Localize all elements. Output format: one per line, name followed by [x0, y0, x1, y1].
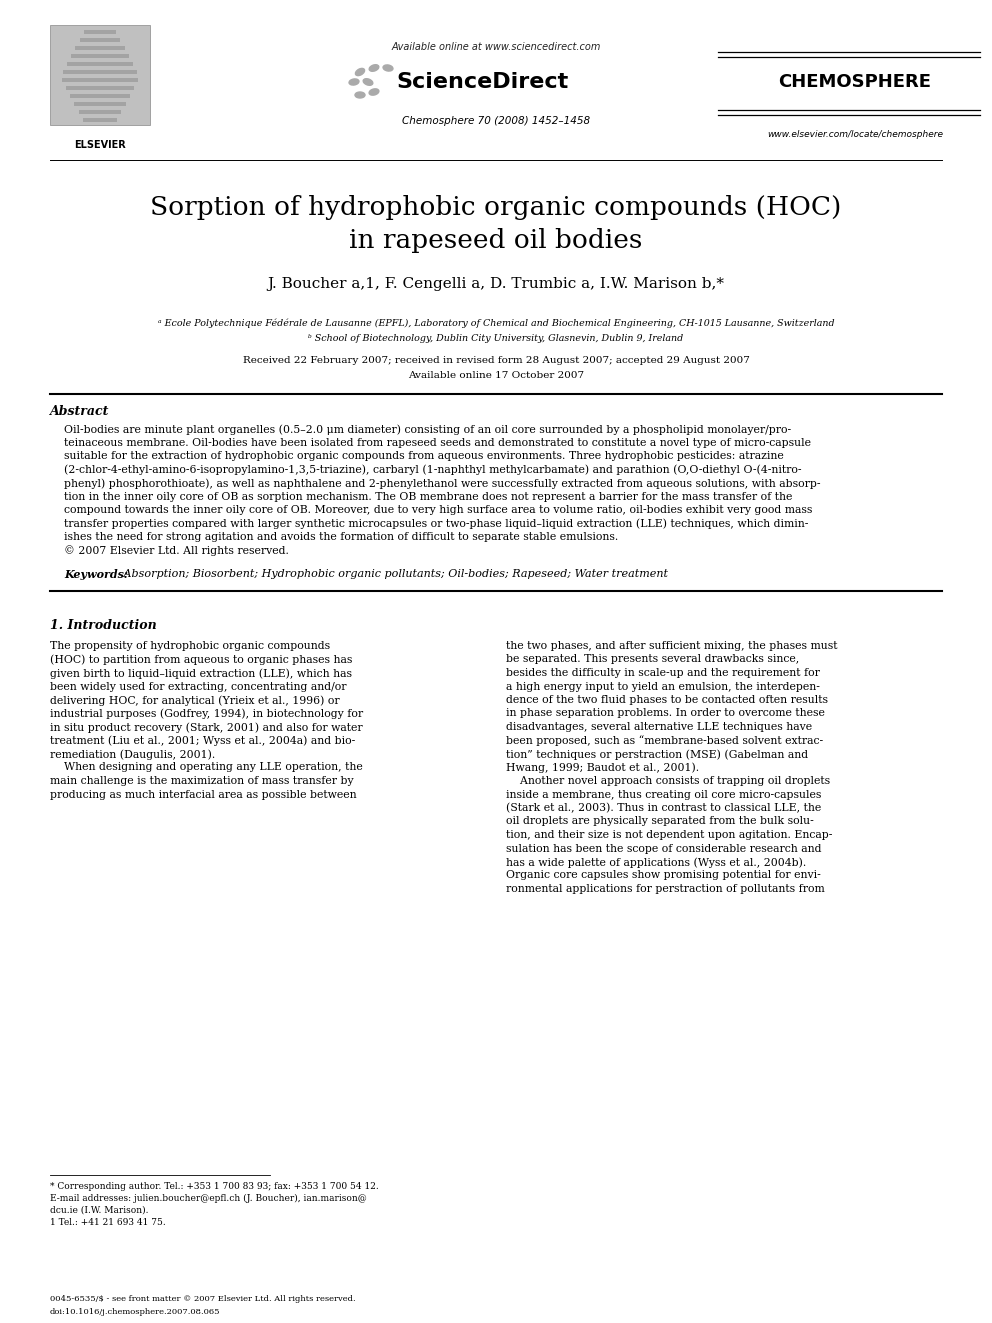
- Text: Received 22 February 2007; received in revised form 28 August 2007; accepted 29 : Received 22 February 2007; received in r…: [243, 356, 749, 365]
- Text: Sorption of hydrophobic organic compounds (HOC): Sorption of hydrophobic organic compound…: [151, 194, 841, 220]
- Text: 1. Introduction: 1. Introduction: [50, 619, 157, 632]
- Text: E-mail addresses: julien.boucher@epfl.ch (J. Boucher), ian.marison@: E-mail addresses: julien.boucher@epfl.ch…: [50, 1193, 367, 1203]
- Text: been proposed, such as “membrane-based solvent extrac-: been proposed, such as “membrane-based s…: [506, 736, 823, 746]
- Text: (HOC) to partition from aqueous to organic phases has: (HOC) to partition from aqueous to organ…: [50, 655, 352, 665]
- Bar: [84, 30, 116, 34]
- Bar: [71, 54, 129, 58]
- Ellipse shape: [363, 78, 373, 85]
- Text: inside a membrane, thus creating oil core micro-capsules: inside a membrane, thus creating oil cor…: [506, 790, 821, 799]
- Bar: [74, 102, 126, 106]
- Text: the two phases, and after sufficient mixing, the phases must: the two phases, and after sufficient mix…: [506, 642, 837, 651]
- Text: has a wide palette of applications (Wyss et al., 2004b).: has a wide palette of applications (Wyss…: [506, 857, 806, 868]
- Text: disadvantages, several alternative LLE techniques have: disadvantages, several alternative LLE t…: [506, 722, 812, 732]
- Text: dcu.ie (I.W. Marison).: dcu.ie (I.W. Marison).: [50, 1207, 149, 1215]
- Text: treatment (Liu et al., 2001; Wyss et al., 2004a) and bio-: treatment (Liu et al., 2001; Wyss et al.…: [50, 736, 355, 746]
- Text: in phase separation problems. In order to overcome these: in phase separation problems. In order t…: [506, 709, 825, 718]
- Text: besides the difficulty in scale-up and the requirement for: besides the difficulty in scale-up and t…: [506, 668, 819, 677]
- Text: Another novel approach consists of trapping oil droplets: Another novel approach consists of trapp…: [506, 777, 830, 786]
- Text: Abstract: Abstract: [50, 405, 109, 418]
- Text: ScienceDirect: ScienceDirect: [396, 71, 568, 93]
- Bar: [79, 38, 120, 42]
- Bar: [66, 62, 133, 66]
- Text: oil droplets are physically separated from the bulk solu-: oil droplets are physically separated fr…: [506, 816, 813, 827]
- Text: Keywords:: Keywords:: [64, 569, 128, 579]
- Bar: [70, 94, 130, 98]
- Text: 0045-6535/$ - see front matter © 2007 Elsevier Ltd. All rights reserved.: 0045-6535/$ - see front matter © 2007 El…: [50, 1295, 355, 1303]
- Text: been widely used for extracting, concentrating and/or: been widely used for extracting, concent…: [50, 681, 346, 692]
- Text: industrial purposes (Godfrey, 1994), in biotechnology for: industrial purposes (Godfrey, 1994), in …: [50, 709, 363, 720]
- Text: * Corresponding author. Tel.: +353 1 700 83 93; fax: +353 1 700 54 12.: * Corresponding author. Tel.: +353 1 700…: [50, 1181, 379, 1191]
- Text: delivering HOC, for analytical (Yrieix et al., 1996) or: delivering HOC, for analytical (Yrieix e…: [50, 695, 339, 705]
- Bar: [78, 110, 121, 114]
- Bar: [83, 118, 117, 122]
- Text: www.elsevier.com/locate/chemosphere: www.elsevier.com/locate/chemosphere: [767, 130, 943, 139]
- Text: ᵃ Ecole Polytechnique Fédérale de Lausanne (EPFL), Laboratory of Chemical and Bi: ᵃ Ecole Polytechnique Fédérale de Lausan…: [158, 318, 834, 328]
- Text: suitable for the extraction of hydrophobic organic compounds from aqueous enviro: suitable for the extraction of hydrophob…: [64, 451, 784, 460]
- Text: ishes the need for strong agitation and avoids the formation of difficult to sep: ishes the need for strong agitation and …: [64, 532, 618, 542]
- Bar: [50, 25, 150, 124]
- Text: 1 Tel.: +41 21 693 41 75.: 1 Tel.: +41 21 693 41 75.: [50, 1218, 166, 1226]
- Text: given birth to liquid–liquid extraction (LLE), which has: given birth to liquid–liquid extraction …: [50, 668, 352, 679]
- Text: Organic core capsules show promising potential for envi-: Organic core capsules show promising pot…: [506, 871, 820, 881]
- Text: The propensity of hydrophobic organic compounds: The propensity of hydrophobic organic co…: [50, 642, 330, 651]
- Text: tion, and their size is not dependent upon agitation. Encap-: tion, and their size is not dependent up…: [506, 830, 832, 840]
- Bar: [62, 70, 137, 74]
- Text: remediation (Daugulis, 2001).: remediation (Daugulis, 2001).: [50, 749, 215, 759]
- Bar: [75, 46, 125, 50]
- Ellipse shape: [349, 79, 359, 85]
- Text: producing as much interfacial area as possible between: producing as much interfacial area as po…: [50, 790, 357, 799]
- Ellipse shape: [369, 65, 379, 71]
- Text: ELSEVIER: ELSEVIER: [74, 140, 126, 149]
- Ellipse shape: [355, 93, 365, 98]
- Text: phenyl) phosphorothioate), as well as naphthalene and 2-phenylethanol were succe: phenyl) phosphorothioate), as well as na…: [64, 478, 820, 488]
- Text: When designing and operating any LLE operation, the: When designing and operating any LLE ope…: [50, 762, 363, 773]
- Text: (2-chlor-4-ethyl-amino-6-isopropylamino-1,3,5-triazine), carbaryl (1-naphthyl me: (2-chlor-4-ethyl-amino-6-isopropylamino-…: [64, 464, 802, 475]
- Text: dence of the two fluid phases to be contacted often results: dence of the two fluid phases to be cont…: [506, 695, 828, 705]
- Text: Available online at www.sciencedirect.com: Available online at www.sciencedirect.co…: [391, 42, 601, 52]
- Text: in rapeseed oil bodies: in rapeseed oil bodies: [349, 228, 643, 253]
- Text: CHEMOSPHERE: CHEMOSPHERE: [779, 73, 931, 91]
- Text: (Stark et al., 2003). Thus in contrast to classical LLE, the: (Stark et al., 2003). Thus in contrast t…: [506, 803, 821, 814]
- Text: Chemosphere 70 (2008) 1452–1458: Chemosphere 70 (2008) 1452–1458: [402, 116, 590, 126]
- Text: transfer properties compared with larger synthetic microcapsules or two-phase li: transfer properties compared with larger…: [64, 519, 808, 529]
- Text: tion in the inner oily core of OB as sorption mechanism. The OB membrane does no: tion in the inner oily core of OB as sor…: [64, 492, 793, 501]
- Text: tion” techniques or perstraction (MSE) (Gabelman and: tion” techniques or perstraction (MSE) (…: [506, 749, 808, 759]
- Text: Hwang, 1999; Baudot et al., 2001).: Hwang, 1999; Baudot et al., 2001).: [506, 762, 699, 773]
- Text: Absorption; Biosorbent; Hydrophobic organic pollutants; Oil-bodies; Rapeseed; Wa: Absorption; Biosorbent; Hydrophobic orga…: [120, 569, 668, 579]
- Ellipse shape: [355, 69, 365, 75]
- Text: teinaceous membrane. Oil-bodies have been isolated from rapeseed seeds and demon: teinaceous membrane. Oil-bodies have bee…: [64, 438, 811, 447]
- Text: be separated. This presents several drawbacks since,: be separated. This presents several draw…: [506, 655, 800, 664]
- Bar: [65, 86, 134, 90]
- Text: sulation has been the scope of considerable research and: sulation has been the scope of considera…: [506, 844, 821, 853]
- Bar: [62, 78, 139, 82]
- Text: Available online 17 October 2007: Available online 17 October 2007: [408, 370, 584, 380]
- Text: compound towards the inner oily core of OB. Moreover, due to very high surface a: compound towards the inner oily core of …: [64, 505, 812, 515]
- Ellipse shape: [369, 89, 379, 95]
- Text: in situ product recovery (Stark, 2001) and also for water: in situ product recovery (Stark, 2001) a…: [50, 722, 363, 733]
- Ellipse shape: [383, 65, 393, 71]
- Text: doi:10.1016/j.chemosphere.2007.08.065: doi:10.1016/j.chemosphere.2007.08.065: [50, 1308, 220, 1316]
- Text: J. Boucher a,1, F. Cengelli a, D. Trumbic a, I.W. Marison b,*: J. Boucher a,1, F. Cengelli a, D. Trumbi…: [268, 277, 724, 291]
- Text: © 2007 Elsevier Ltd. All rights reserved.: © 2007 Elsevier Ltd. All rights reserved…: [64, 545, 289, 556]
- Text: Oil-bodies are minute plant organelles (0.5–2.0 μm diameter) consisting of an oi: Oil-bodies are minute plant organelles (…: [64, 423, 792, 434]
- Text: a high energy input to yield an emulsion, the interdepen-: a high energy input to yield an emulsion…: [506, 681, 819, 692]
- Text: ronmental applications for perstraction of pollutants from: ronmental applications for perstraction …: [506, 884, 824, 894]
- Text: ᵇ School of Biotechnology, Dublin City University, Glasnevin, Dublin 9, Ireland: ᵇ School of Biotechnology, Dublin City U…: [309, 333, 683, 343]
- Text: main challenge is the maximization of mass transfer by: main challenge is the maximization of ma…: [50, 777, 353, 786]
